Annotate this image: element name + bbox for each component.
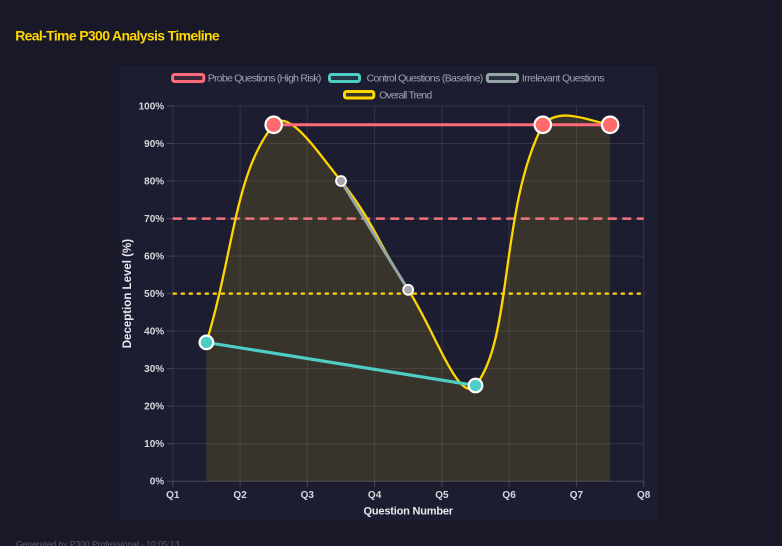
svg-text:Control Questions (Baseline): Control Questions (Baseline) [367,73,483,85]
svg-text:Overall Trend: Overall Trend [379,89,432,101]
svg-text:Probe Questions (High Risk): Probe Questions (High Risk) [208,73,321,85]
svg-text:50%: 50% [144,289,164,300]
svg-text:60%: 60% [144,252,164,263]
svg-text:Question Number: Question Number [364,506,454,518]
svg-text:Q1: Q1 [166,490,180,501]
svg-text:Q6: Q6 [502,490,516,501]
svg-text:Irrelevant Questions: Irrelevant Questions [522,73,604,85]
svg-text:70%: 70% [144,214,164,225]
svg-text:Q5: Q5 [435,490,449,501]
svg-text:20%: 20% [144,402,164,413]
svg-text:100%: 100% [139,102,165,113]
svg-text:Real-Time P300 Analysis Timeli: Real-Time P300 Analysis Timeline [15,27,220,43]
svg-text:Q7: Q7 [570,490,584,501]
svg-text:Q8: Q8 [637,490,651,501]
svg-text:40%: 40% [144,327,164,338]
svg-text:Q3: Q3 [301,490,315,501]
svg-text:0%: 0% [150,477,165,488]
svg-text:Q2: Q2 [233,490,247,501]
svg-text:Generated by P300 Professional: Generated by P300 Professional - 10:05:1… [16,539,180,546]
svg-text:30%: 30% [144,364,164,375]
svg-text:Q4: Q4 [368,490,382,501]
svg-text:10%: 10% [144,439,164,450]
svg-text:Deception Level (%): Deception Level (%) [122,239,134,348]
svg-text:80%: 80% [144,177,164,188]
svg-text:90%: 90% [144,139,164,150]
